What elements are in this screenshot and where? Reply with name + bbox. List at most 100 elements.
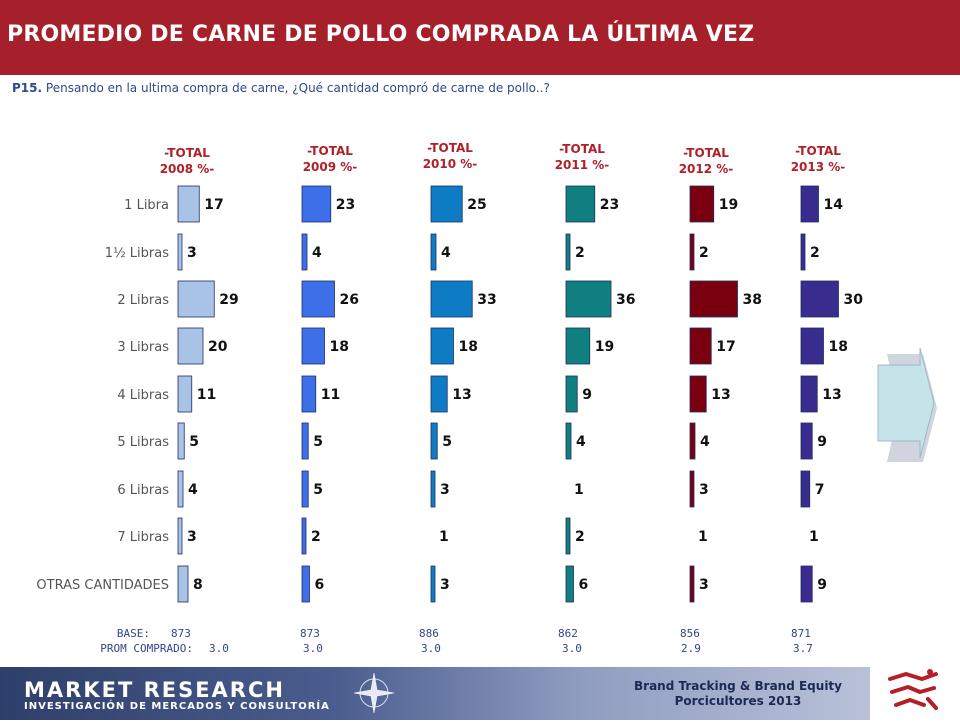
category-label: OTRAS CANTIDADES [36,578,169,593]
bar-value-label: 6 [579,577,589,593]
prom-value: 3.0 [303,642,323,655]
bar-chart: 1 Libra 1½ Libras 2 Libras 3 Libras 4 Libras… [36,141,864,655]
base-value: 856 [680,627,700,640]
base-value: 873 [300,627,320,640]
base-value: 871 [791,627,811,640]
base-value: 862 [558,627,578,640]
bar [565,422,572,460]
bar-value-label: 6 [315,577,325,593]
series-header: -TOTAL [795,144,841,158]
bar [689,280,738,318]
corner-logo-box [870,661,960,720]
bar-value-label: 26 [340,292,359,308]
bar-value-label: 3 [699,482,709,498]
study-name: Brand Tracking & Brand Equity Porciculto… [590,679,886,709]
bar-value-label: 5 [313,482,323,498]
bar [177,470,184,508]
brand-name: MARKET RESEARCH [24,678,285,702]
bar-value-label: 5 [442,434,452,450]
bar-value-label: 18 [330,339,349,355]
series-header: -TOTAL [164,146,210,160]
brand-tagline: INVESTIGACIÓN DE MERCADOS Y CONSULTORÍA [24,701,330,712]
bar [565,233,571,271]
bar-value-label: 2 [810,245,820,261]
bar-value-label: 19 [719,197,738,213]
bar [689,185,715,223]
bar-value-label: 25 [467,197,486,213]
pig-logo-icon [888,669,938,710]
category-label: 6 Libras [117,483,169,498]
study-line-2: Porcicultores 2013 [674,694,802,708]
bar-value-label: 3 [699,577,709,593]
bar [177,375,193,413]
series-header: 2012 %- [679,162,734,176]
bar [301,422,309,460]
bar-value-label: 36 [616,292,635,308]
bar-value-label: 1 [698,529,708,545]
base-value: 886 [419,627,439,640]
bar-value-label: 13 [822,387,841,403]
category-label: 3 Libras [117,340,169,355]
bar-value-label: 5 [189,434,199,450]
bar-value-label: 1 [574,482,584,498]
bar [301,565,310,603]
bar [430,185,463,223]
chevron-right-icon[interactable] [876,343,938,463]
bar-value-label: 4 [188,482,198,498]
bar [689,565,695,603]
bar-value-label: 18 [829,339,848,355]
bar-value-label: 3 [440,482,450,498]
question-text: P15. Pensando en la ultima compra de car… [12,81,550,95]
study-line-1: Brand Tracking & Brand Equity [634,679,842,693]
bar-value-label: 13 [711,387,730,403]
bar [177,422,185,460]
bar [565,375,578,413]
prom-value: 3.7 [793,642,813,655]
bar-value-label: 8 [193,577,203,593]
bar-value-label: 2 [575,245,585,261]
compass-rose-icon [353,672,395,714]
bar [430,375,448,413]
bar [430,422,438,460]
base-value: 873 [171,627,191,640]
bar-value-label: 9 [817,577,827,593]
bar-value-label: 30 [844,292,864,308]
bar [565,517,571,555]
category-label: 5 Libras [117,435,169,450]
bar-value-label: 3 [187,245,197,261]
bar [565,185,596,223]
bar [301,185,332,223]
bar [689,327,712,365]
bar-value-label: 2 [311,529,321,545]
bar [301,517,307,555]
bar-value-label: 5 [313,434,323,450]
bar [800,565,813,603]
bar [800,422,813,460]
question-body: Pensando en la ultima compra de carne, ¿… [45,81,550,95]
bar-value-label: 4 [700,434,710,450]
series-header: 2008 %- [160,162,215,176]
bar [689,422,696,460]
bar-value-label: 23 [336,197,355,213]
series-header: 2013 %- [791,160,846,174]
bar [565,565,574,603]
base-label: BASE: [117,627,150,640]
bar-value-label: 1 [439,529,449,545]
bar-value-label: 23 [600,197,619,213]
bar [800,185,819,223]
bar-value-label: 20 [208,339,228,355]
bar [177,185,200,223]
series-header: -TOTAL [559,142,605,156]
category-label: 1½ Libras [105,246,169,261]
series-header: -TOTAL [427,141,473,155]
bar-value-label: 3 [187,529,197,545]
bar [800,233,806,271]
bar [689,233,695,271]
bar [430,470,436,508]
category-label: 1 Libra [124,198,169,213]
series-header: -TOTAL [683,146,729,160]
category-label: 7 Libras [117,530,169,545]
bar [177,517,183,555]
bar [301,233,308,271]
series-header: 2009 %- [303,160,358,174]
